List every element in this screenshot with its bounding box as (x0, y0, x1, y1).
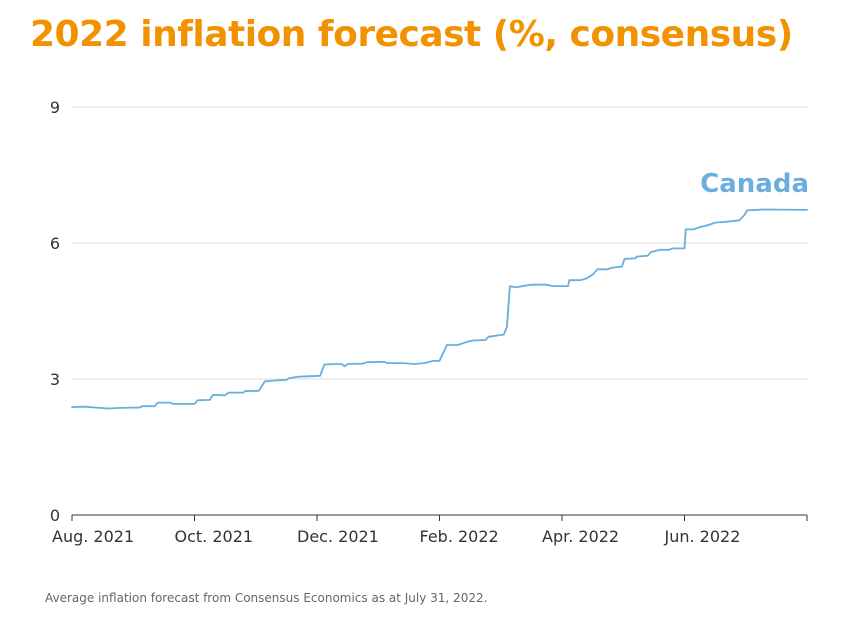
y-tick-label: 0 (50, 506, 60, 525)
y-tick-label: 3 (50, 370, 60, 389)
chart-title: 2022 inflation forecast (%, consensus) (30, 14, 793, 55)
x-axis: Aug. 2021 Oct. 2021 Dec. 2021 Feb. 2022 Apr.… (52, 514, 808, 546)
series-label-canada: Canada (700, 169, 809, 199)
x-tick-label: Jun. 2022 (664, 527, 741, 546)
y-axis: 0 3 6 9 (50, 98, 60, 525)
x-tick-label: Oct. 2021 (175, 527, 254, 546)
series-line-canada (71, 208, 808, 410)
y-tick-label: 6 (50, 234, 60, 253)
x-tick-label: Apr. 2022 (542, 527, 619, 546)
x-tick-label: Aug. 2021 (52, 527, 134, 546)
y-tick-label: 9 (50, 98, 60, 117)
x-tick-label: Dec. 2021 (297, 527, 379, 546)
gridlines (72, 106, 807, 380)
series-layer: Canada (71, 169, 809, 410)
x-tick-label: Feb. 2022 (420, 527, 499, 546)
footnote: Average inflation forecast from Consensu… (45, 591, 488, 605)
